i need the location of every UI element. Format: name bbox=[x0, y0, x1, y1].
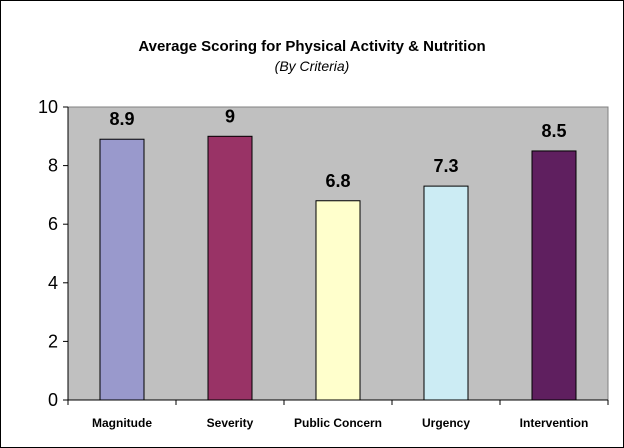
y-tick-label: 2 bbox=[48, 331, 58, 351]
bar-public-concern bbox=[315, 200, 361, 401]
x-tick-label: Severity bbox=[207, 416, 254, 430]
y-tick-label: 0 bbox=[48, 390, 58, 410]
x-tick-label: Urgency bbox=[422, 416, 470, 430]
chart-subtitle: (By Criteria) bbox=[274, 58, 350, 74]
bar-severity bbox=[207, 135, 253, 401]
bar-magnitude bbox=[99, 138, 145, 401]
y-tick-label: 6 bbox=[48, 214, 58, 234]
chart-title: Average Scoring for Physical Activity & … bbox=[138, 38, 486, 55]
x-tick-label: Intervention bbox=[520, 416, 589, 430]
x-tick-label: Public Concern bbox=[294, 416, 382, 430]
x-tick-label: Magnitude bbox=[92, 416, 152, 430]
y-tick-label: 8 bbox=[48, 156, 58, 176]
data-label: 7.3 bbox=[433, 156, 458, 176]
data-label: 6.8 bbox=[325, 171, 350, 191]
data-label: 8.5 bbox=[541, 121, 566, 141]
data-label: 8.9 bbox=[109, 109, 134, 129]
bar-urgency bbox=[423, 185, 469, 401]
y-tick-label: 10 bbox=[38, 97, 58, 117]
y-tick-label: 4 bbox=[48, 273, 58, 293]
bar-intervention bbox=[531, 150, 577, 401]
data-label: 9 bbox=[225, 106, 235, 126]
